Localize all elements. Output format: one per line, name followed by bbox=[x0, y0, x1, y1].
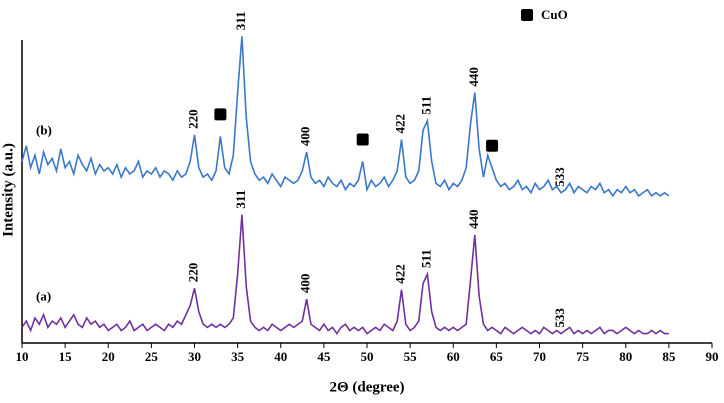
x-tick-label: 65 bbox=[490, 349, 504, 364]
y-axis-label: Intensity (a.u.) bbox=[0, 143, 16, 237]
x-tick-label: 85 bbox=[662, 349, 676, 364]
peak-label: 533 bbox=[552, 308, 567, 328]
peak-label: 311 bbox=[233, 190, 248, 209]
x-tick-label: 15 bbox=[59, 349, 73, 364]
peak-label: 533 bbox=[552, 167, 567, 187]
x-tick-label: 60 bbox=[447, 349, 460, 364]
cuo-marker bbox=[356, 133, 369, 146]
x-tick-label: 90 bbox=[706, 349, 719, 364]
legend-label: CuO bbox=[541, 7, 568, 22]
x-tick-label: 75 bbox=[576, 349, 590, 364]
series-line bbox=[21, 36, 670, 198]
x-tick-label: 45 bbox=[317, 349, 331, 364]
peak-label: 422 bbox=[392, 114, 407, 134]
x-tick-label: 55 bbox=[404, 349, 418, 364]
series-label: (b) bbox=[36, 122, 52, 137]
peak-label: 440 bbox=[466, 67, 481, 87]
x-tick-label: 25 bbox=[145, 349, 159, 364]
cuo-marker bbox=[214, 108, 227, 121]
x-tick-label: 20 bbox=[102, 349, 115, 364]
x-tick-label: 35 bbox=[231, 349, 245, 364]
x-tick-label: 50 bbox=[361, 349, 374, 364]
x-axis-label: 2Θ (degree) bbox=[329, 379, 404, 395]
x-tick-label: 10 bbox=[16, 349, 29, 364]
x-tick-label: 80 bbox=[619, 349, 632, 364]
peak-label: 440 bbox=[466, 210, 481, 230]
peak-label: 220 bbox=[185, 263, 200, 283]
peak-label: 311 bbox=[233, 11, 248, 30]
peak-label: 400 bbox=[298, 127, 313, 147]
x-tick-label: 70 bbox=[533, 349, 546, 364]
peak-label: 400 bbox=[298, 274, 313, 294]
peak-label: 511 bbox=[418, 249, 433, 268]
x-tick-label: 30 bbox=[188, 349, 201, 364]
series-line bbox=[21, 214, 669, 336]
peak-label: 511 bbox=[418, 96, 433, 115]
peak-label: 220 bbox=[185, 109, 200, 129]
legend-marker bbox=[521, 9, 533, 21]
x-tick-label: 40 bbox=[274, 349, 287, 364]
cuo-marker bbox=[486, 139, 499, 152]
peak-label: 422 bbox=[392, 264, 407, 284]
series-label: (a) bbox=[36, 288, 51, 303]
